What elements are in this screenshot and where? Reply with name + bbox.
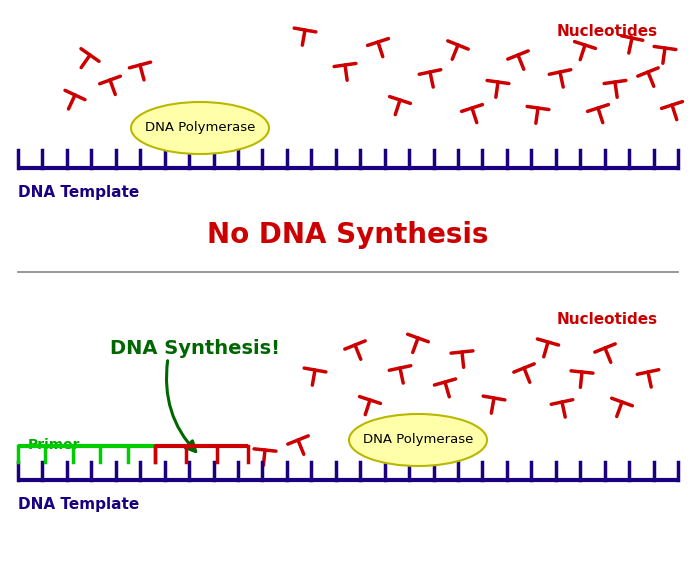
- Text: DNA Synthesis!: DNA Synthesis!: [110, 338, 280, 358]
- Ellipse shape: [131, 102, 269, 154]
- Text: DNA Polymerase: DNA Polymerase: [363, 434, 473, 447]
- Text: Nucleotides: Nucleotides: [557, 312, 658, 328]
- Text: DNA Polymerase: DNA Polymerase: [145, 121, 255, 134]
- Text: DNA Template: DNA Template: [18, 185, 139, 200]
- Text: No DNA Synthesis: No DNA Synthesis: [207, 221, 489, 249]
- Text: Nucleotides: Nucleotides: [557, 24, 658, 39]
- Text: DNA Template: DNA Template: [18, 497, 139, 512]
- Text: Primer: Primer: [28, 438, 81, 452]
- Ellipse shape: [349, 414, 487, 466]
